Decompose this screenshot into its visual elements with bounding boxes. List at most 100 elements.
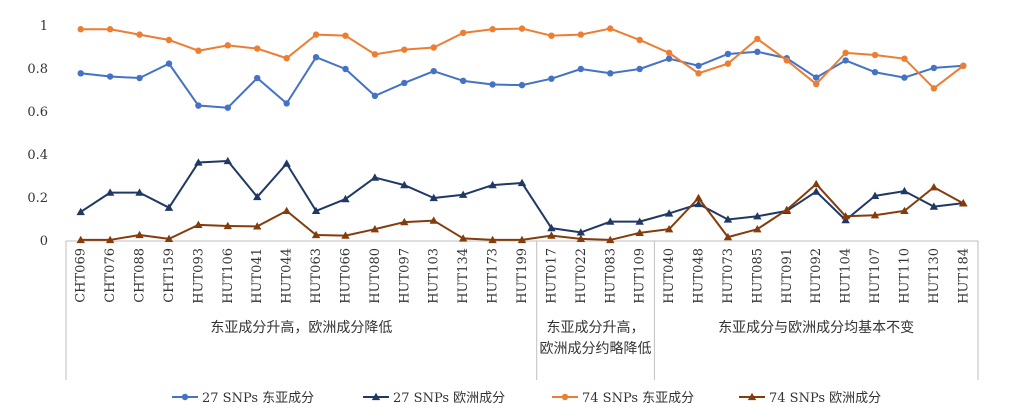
data-point (430, 44, 437, 51)
legend-item: 74 SNPs 东亚成分 (552, 391, 694, 406)
data-point (811, 187, 821, 195)
data-point (370, 224, 380, 233)
x-tick-label: HUT022 (574, 248, 589, 304)
data-point (664, 209, 674, 217)
data-point (782, 205, 791, 213)
y-tick-label: 1 (40, 19, 48, 34)
data-point (311, 206, 321, 215)
data-point (870, 191, 880, 199)
data-point (312, 53, 320, 61)
data-point (429, 216, 438, 224)
data-point (458, 234, 468, 242)
x-tick-label: HUT017 (544, 248, 559, 304)
x-tick-label: HUT063 (309, 248, 324, 304)
data-point (105, 235, 115, 244)
data-point (165, 36, 173, 44)
x-tick-label: HUT106 (221, 248, 236, 304)
data-point (254, 45, 261, 52)
data-point (76, 207, 85, 216)
data-point (400, 180, 409, 189)
x-tick-label: HUT040 (662, 248, 677, 304)
data-point (753, 224, 762, 233)
data-point (754, 35, 761, 43)
data-point (136, 74, 143, 82)
data-point (282, 159, 291, 167)
data-point (753, 212, 762, 220)
data-point (636, 65, 643, 73)
x-tick-label: HUT110 (897, 248, 912, 304)
data-point (929, 202, 939, 210)
data-point (488, 235, 497, 244)
data-point (254, 74, 261, 82)
data-point (105, 188, 115, 196)
y-tick-label: 0.4 (27, 148, 48, 163)
data-point (635, 228, 644, 236)
data-point (606, 235, 615, 244)
y-tick-label: 0.8 (27, 62, 48, 77)
series-group (77, 48, 967, 111)
data-point (547, 231, 556, 239)
x-tick-label: HUT085 (750, 248, 765, 304)
data-point (576, 228, 586, 236)
data-point (341, 231, 350, 239)
group-label: 东亚成分升高， (547, 319, 645, 336)
legend-item: 27 SNPs 欧洲成分 (363, 391, 505, 406)
data-point (371, 92, 379, 100)
data-point (283, 100, 290, 107)
legend: 27 SNPs 东亚成分 27 SNPs 欧洲成分 74 SNPs 东亚成分 74 S… (172, 391, 881, 406)
x-tick-label: HUT041 (250, 248, 265, 304)
data-point (636, 36, 643, 44)
data-point (488, 180, 497, 189)
x-tick-label: HUT130 (927, 248, 942, 304)
data-point (929, 183, 939, 191)
data-point (724, 50, 732, 58)
series-line (80, 183, 964, 241)
data-point (401, 79, 408, 87)
legend-marker (747, 392, 757, 401)
legend-item: 74 SNPs 欧洲成分 (739, 391, 881, 406)
data-point (164, 234, 174, 242)
legend-label: 74 SNPs 东亚成分 (582, 391, 694, 406)
x-tick-label: HUT173 (486, 248, 501, 304)
data-point (694, 193, 703, 202)
data-point (489, 26, 496, 33)
x-tick-label: CHT069 (74, 248, 89, 303)
data-point (665, 55, 673, 62)
data-point (960, 62, 967, 69)
y-tick-label: 0.2 (27, 191, 48, 206)
legend-label: 27 SNPs 东亚成分 (202, 391, 314, 406)
data-point (195, 47, 202, 54)
data-point (195, 102, 202, 109)
data-point (695, 70, 702, 77)
data-point (458, 190, 468, 198)
data-point (489, 81, 496, 88)
group-label: 东亚成分与欧洲成分均基本不变 (718, 319, 914, 336)
data-point (664, 224, 674, 233)
data-point (371, 51, 379, 58)
x-tick-label: HUT083 (603, 248, 618, 304)
data-point (224, 42, 232, 49)
x-tick-label: HUT097 (397, 248, 412, 304)
series-layer (76, 25, 968, 244)
data-point (842, 57, 849, 64)
legend-marker (371, 392, 381, 401)
legend-label: 27 SNPs 欧洲成分 (393, 391, 505, 406)
data-point (341, 194, 350, 203)
series-line (80, 160, 964, 234)
series-group (76, 179, 968, 244)
data-point (194, 158, 203, 166)
data-point (429, 193, 438, 202)
data-point (841, 215, 850, 224)
x-tick-label: HUT073 (721, 248, 736, 304)
series-line (80, 27, 964, 90)
data-point (106, 73, 114, 80)
x-tick-label: HUT093 (191, 248, 206, 304)
data-point (548, 32, 555, 39)
legend-marker (561, 393, 569, 401)
data-point (900, 206, 909, 215)
data-point (959, 199, 968, 207)
data-point (311, 230, 321, 239)
data-point (576, 234, 586, 242)
x-tick-label: HUT103 (427, 248, 442, 304)
